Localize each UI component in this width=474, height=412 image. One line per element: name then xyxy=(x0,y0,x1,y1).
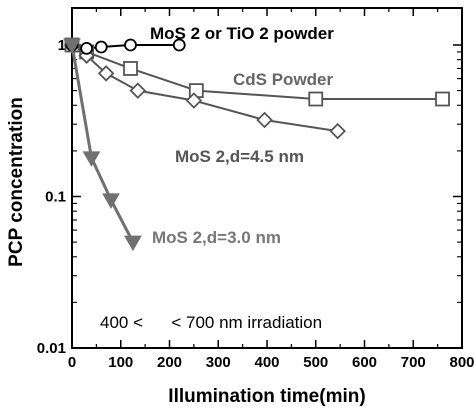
annotation-mos2-3-0nm: MoS 2,d=3.0 nm xyxy=(152,228,281,247)
x-tick-label: 700 xyxy=(401,354,426,371)
x-tick-label: 800 xyxy=(449,354,474,371)
x-tick-label: 100 xyxy=(108,354,133,371)
data-point-triangle xyxy=(124,235,142,252)
x-tick-label: 0 xyxy=(68,354,76,371)
data-point-triangle xyxy=(82,151,101,167)
annotation-mos2-4-5nm: MoS 2,d=4.5 nm xyxy=(175,147,304,166)
series-markers xyxy=(63,36,450,252)
x-tick-label: 300 xyxy=(206,354,231,371)
y-tick-label: 0.01 xyxy=(37,340,66,357)
data-point-triangle xyxy=(63,38,81,55)
data-point-diamond xyxy=(185,92,203,109)
x-tick-label: 600 xyxy=(352,354,377,371)
data-point-circle xyxy=(172,38,186,52)
data-point-diamond xyxy=(329,122,346,140)
data-point-circle xyxy=(94,40,108,54)
x-tick-label: 200 xyxy=(157,354,182,371)
annotation-mos2-tio2: MoS 2 or TiO 2 powder xyxy=(150,24,334,43)
data-point-square xyxy=(123,61,138,76)
x-tick-label: 500 xyxy=(303,354,328,371)
x-axis-title: Illumination time(min) xyxy=(168,386,365,407)
data-point-square xyxy=(435,91,450,107)
data-point-circle xyxy=(80,41,94,55)
y-tick-label: 1 xyxy=(58,37,66,54)
data-point-diamond xyxy=(129,82,147,99)
data-point-diamond xyxy=(97,65,115,82)
y-tick-label: 0.1 xyxy=(45,189,66,206)
data-point-diamond xyxy=(256,111,273,129)
axis-ticks: 0 100 200 300 400 500 600 700 800 1 0.1 0.01 xyxy=(37,8,474,371)
data-point-square xyxy=(308,91,324,107)
series-line xyxy=(70,44,135,243)
data-point-triangle xyxy=(102,193,120,209)
y-axis-title: PCP concentration xyxy=(6,97,27,267)
annotation-irradiation: 400 < < 700 nm irradiation xyxy=(100,313,322,332)
data-point-circle xyxy=(124,38,137,52)
x-tick-label: 400 xyxy=(254,354,279,371)
plot-frame xyxy=(71,7,463,349)
annotation-cds-powder: CdS Powder xyxy=(233,70,334,89)
